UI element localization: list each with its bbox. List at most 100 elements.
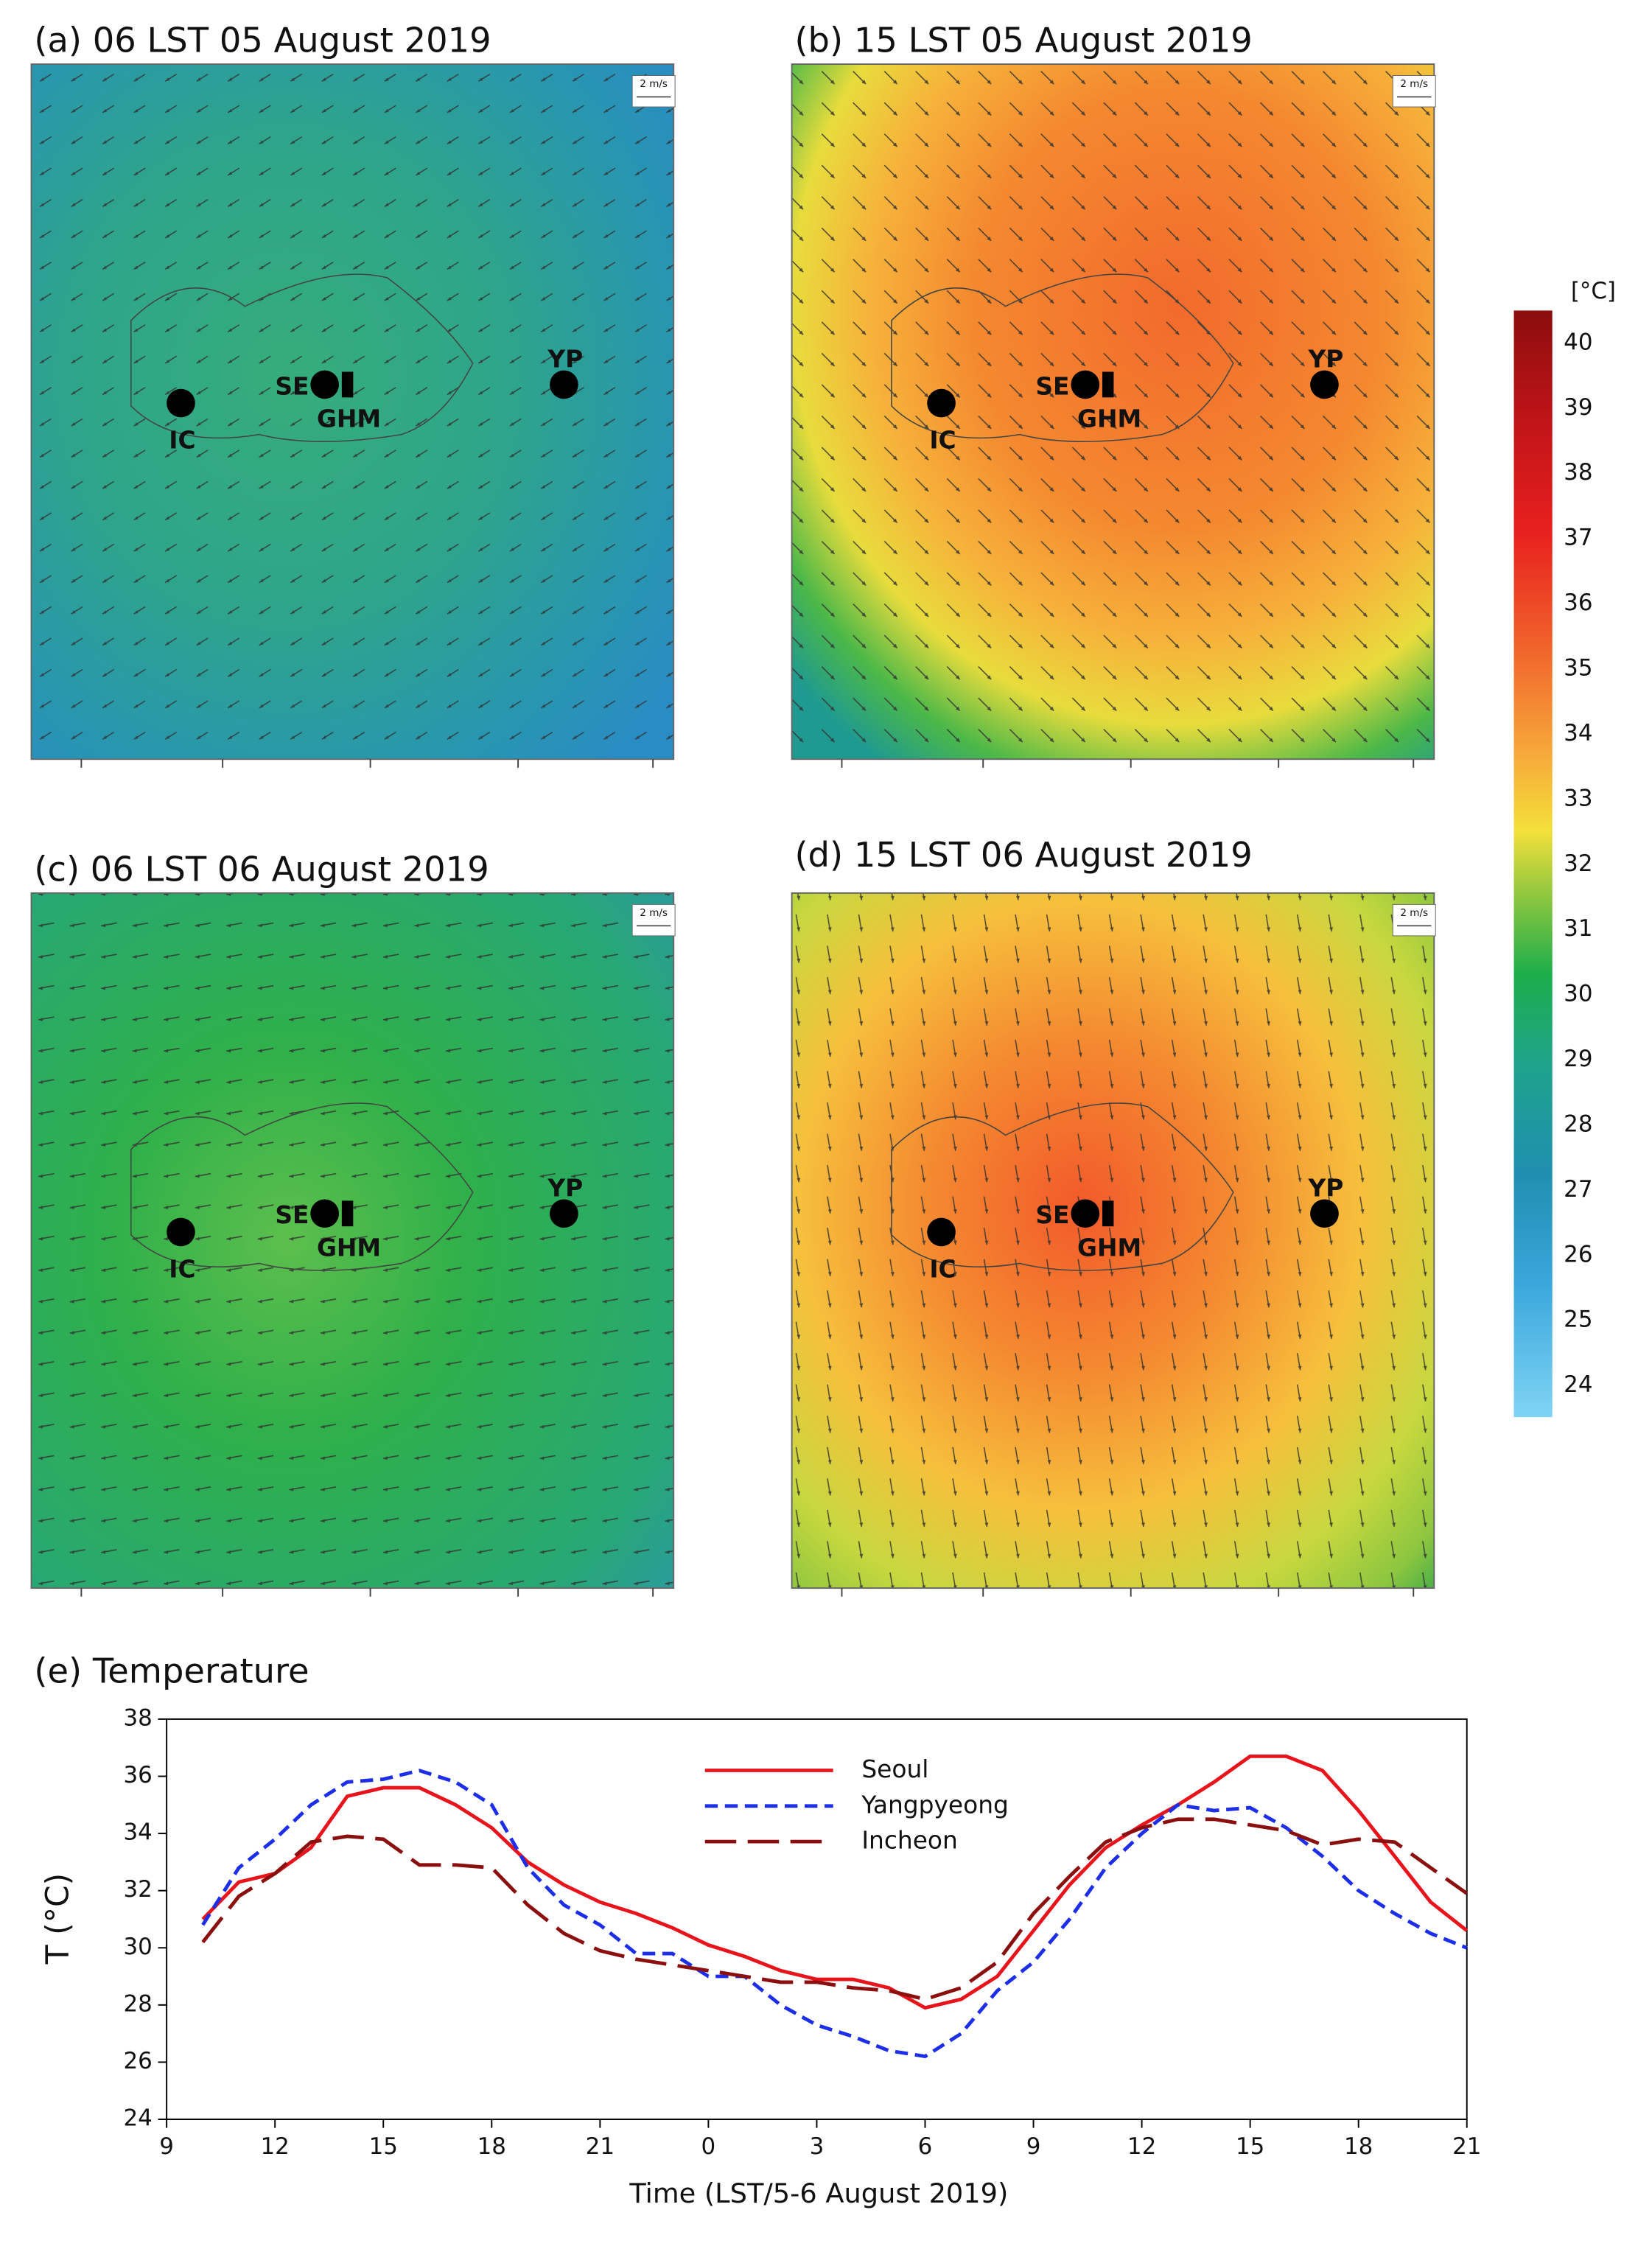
- station-marker: [1071, 370, 1100, 399]
- colorbar-tick-label: 31: [1564, 915, 1592, 942]
- station-marker: [550, 1199, 578, 1228]
- station-marker: [310, 1199, 339, 1228]
- y-tick-label: 36: [123, 1762, 152, 1788]
- x-tick-label: 21: [1452, 2133, 1481, 2160]
- x-tick-label: 12: [1127, 2133, 1156, 2160]
- colorbar-tick-label: 30: [1564, 981, 1592, 1007]
- map-frame: [791, 63, 1435, 760]
- station-label: SE: [1035, 1201, 1069, 1229]
- colorbar-tick-label: 36: [1564, 590, 1592, 616]
- station-label: YP: [547, 346, 583, 374]
- wind-vectors: [791, 64, 1435, 760]
- y-tick-label: 34: [123, 1819, 152, 1846]
- wind-scale-box: [631, 75, 676, 108]
- x-tick-label: 18: [477, 2133, 506, 2160]
- y-tick-label: 32: [123, 1876, 152, 1903]
- wind-vectors: [31, 64, 674, 760]
- x-tick-label: 18: [1344, 2133, 1373, 2160]
- series-line: [201, 1817, 1469, 2001]
- maps: 2 m/s (a) 06 LST 05 August 2019 IC SE GHM YP 2…: [30, 21, 1436, 1597]
- x-tick-label: 12: [261, 2133, 290, 2160]
- station-label: YP: [547, 1174, 583, 1202]
- station-marker: [167, 388, 195, 418]
- wind-scale-box: [631, 903, 676, 937]
- x-tick-label: 15: [1236, 2133, 1264, 2160]
- station-marker: [1310, 370, 1339, 399]
- station-label: YP: [1307, 1174, 1343, 1202]
- boundary: [130, 273, 474, 443]
- colorbar-tick-label: 39: [1564, 394, 1592, 421]
- wind-scale: 2 m/s: [1400, 78, 1428, 90]
- colorbar-tick-label: 33: [1564, 785, 1592, 811]
- map-frame: [791, 892, 1435, 1589]
- station-label: YP: [1307, 346, 1343, 374]
- colorbar-tick-label: 32: [1564, 850, 1592, 877]
- y-tick-label: 26: [123, 2048, 152, 2074]
- y-axis-label: T (°C): [41, 1873, 77, 1965]
- wind-scale-box: [1392, 903, 1436, 937]
- station-marker: [550, 370, 578, 399]
- boundary: [891, 273, 1234, 443]
- colorbar-tick-label: 38: [1564, 459, 1592, 486]
- panel-title: (d) 15 LST 06 August 2019: [794, 835, 1252, 875]
- station-marker: [167, 1217, 195, 1247]
- wind-vectors: [791, 892, 1435, 1589]
- station-label: IC: [169, 1256, 195, 1284]
- station-marker: [341, 371, 354, 398]
- station-marker: [927, 1217, 956, 1247]
- colorbar-tick-label: 25: [1564, 1307, 1592, 1333]
- y-tick-label: 30: [123, 1934, 152, 1960]
- panel-title: (a) 06 LST 05 August 2019: [34, 21, 491, 60]
- station-label: GHM: [1077, 405, 1141, 433]
- colorbar-label: [°C]: [1571, 278, 1616, 304]
- colorbar-tick-label: 35: [1564, 655, 1592, 682]
- legend-label: Incheon: [861, 1827, 958, 1855]
- station-marker: [1071, 1199, 1100, 1228]
- legend-label: Yangpyeong: [861, 1791, 1009, 1819]
- station-label: GHM: [1077, 1234, 1141, 1262]
- x-tick-label: 0: [701, 2133, 716, 2160]
- station-label: IC: [169, 427, 195, 455]
- colorbar-tick-label: 37: [1564, 525, 1592, 551]
- colorbar-tick-label: 27: [1564, 1176, 1592, 1203]
- station-label: GHM: [317, 405, 381, 433]
- wind-scale: 2 m/s: [640, 907, 668, 919]
- boundary: [130, 1102, 474, 1271]
- wind-scale-box: [1392, 75, 1436, 108]
- panel-title: (c) 06 LST 06 August 2019: [34, 849, 489, 889]
- legend-label: Seoul: [861, 1755, 928, 1783]
- colorbar-tick-label: 40: [1564, 329, 1592, 355]
- station-marker: [1102, 371, 1114, 398]
- station-label: SE: [1035, 372, 1069, 400]
- station-label: SE: [275, 372, 309, 400]
- y-tick-label: 38: [123, 1704, 152, 1731]
- station-label: SE: [275, 1201, 309, 1229]
- panel-title: (b) 15 LST 05 August 2019: [794, 21, 1252, 60]
- chart-title: (e) Temperature: [34, 1651, 309, 1691]
- x-tick-label: 15: [369, 2133, 398, 2160]
- series-line: [201, 1754, 1469, 2010]
- map-frame: [30, 63, 675, 760]
- y-tick-label: 24: [123, 2105, 152, 2132]
- x-tick-label: 6: [918, 2133, 933, 2160]
- x-tick-label: 9: [1026, 2133, 1041, 2160]
- map-frame: [30, 892, 675, 1589]
- station-label: IC: [929, 427, 956, 455]
- x-tick-label: 9: [159, 2133, 174, 2160]
- colorbar-tick-label: 29: [1564, 1046, 1592, 1072]
- station-marker: [1102, 1200, 1114, 1227]
- colorbar-tick-label: 26: [1564, 1241, 1592, 1267]
- colorbar-tick-label: 28: [1564, 1110, 1592, 1137]
- station-marker: [927, 388, 956, 418]
- colorbar-tick-label: 34: [1564, 720, 1592, 746]
- colorbar-tick-label: 24: [1564, 1371, 1592, 1398]
- wind-scale: 2 m/s: [640, 78, 668, 90]
- station-label: IC: [929, 1256, 956, 1284]
- x-tick-label: 21: [586, 2133, 615, 2160]
- wind-scale: 2 m/s: [1400, 907, 1428, 919]
- wind-vectors: [31, 892, 674, 1589]
- station-marker: [341, 1200, 354, 1227]
- x-axis-label: Time (LST/5-6 August 2019): [629, 2178, 1008, 2209]
